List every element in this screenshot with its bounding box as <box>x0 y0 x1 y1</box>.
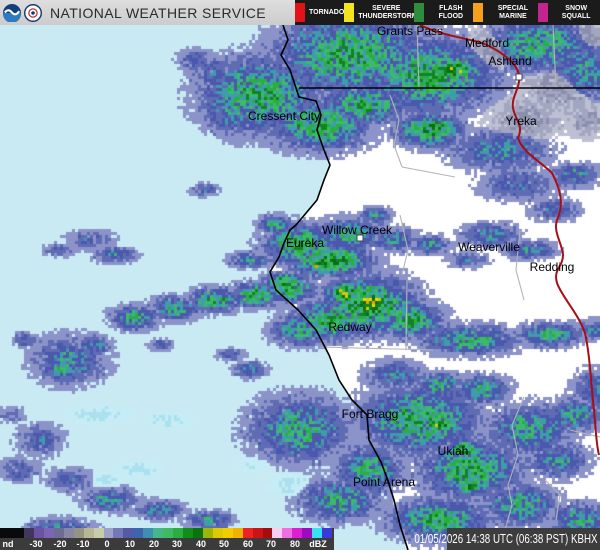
city-label-redway: Redway <box>328 320 372 334</box>
colorbar-segment <box>153 528 164 538</box>
commerce-seal-icon <box>24 3 42 22</box>
colorbar-strip <box>0 528 333 538</box>
legend-label: TORNADO <box>309 8 345 16</box>
colorbar-segment <box>322 528 333 538</box>
city-label-willow-creek: Willow Creek <box>321 223 393 237</box>
city-label-redding: Redding <box>529 260 575 274</box>
warning-legend: TORNADO SEVERE THUNDERSTORM FLASH FLOOD SPE… <box>295 0 600 25</box>
colorbar-segment <box>282 528 293 538</box>
legend-item-severe-thunderstorm: SEVERE THUNDERSTORM <box>344 3 418 22</box>
colorbar-segment <box>143 528 154 538</box>
colorbar-segment <box>133 528 144 538</box>
timestamp-label: 01/05/2026 14:38 UTC (06:38 PST) KBHX <box>414 532 598 546</box>
colorbar-segment <box>183 528 193 538</box>
colorbar-segment <box>272 528 283 538</box>
city-label-yreka: Yreka <box>505 114 537 128</box>
colorbar-segment <box>312 528 323 538</box>
city-label-cressent-city: Cressent City <box>247 109 321 123</box>
city-label-medford: Medford <box>464 36 510 50</box>
colorbar-segment <box>222 528 233 538</box>
colorbar-tick: 40 <box>195 539 207 549</box>
colorbar-segment <box>212 528 223 538</box>
legend-item-snow-squall: SNOW SQUALL <box>538 3 600 22</box>
colorbar-segment <box>242 528 253 538</box>
legend-label: SEVERE THUNDERSTORM <box>358 4 418 20</box>
colorbar-segment <box>292 528 303 538</box>
legend-swatch <box>344 3 355 22</box>
legend-item-tornado: TORNADO <box>295 3 344 22</box>
colorbar-segment <box>24 528 34 538</box>
legend-swatch <box>538 3 549 22</box>
colorbar-segment <box>73 528 84 538</box>
colorbar-tick: -20 <box>53 539 67 549</box>
city-label-fort-bragg: Fort Bragg <box>341 407 399 421</box>
colorbar-tick: 70 <box>265 539 277 549</box>
city-label-point-arena: Point Arena <box>352 475 416 489</box>
colorbar-segment <box>163 528 174 538</box>
colorbar-segment <box>103 528 114 538</box>
city-label-weaverville: Weaverville <box>458 240 520 254</box>
colorbar-segment <box>113 528 124 538</box>
colorbar-segment <box>33 528 44 538</box>
city-label-ashland: Ashland <box>488 54 532 68</box>
colorbar-tick: -30 <box>29 539 43 549</box>
legend-swatch <box>295 3 305 22</box>
legend-label: FLASH FLOOD <box>438 4 464 20</box>
colorbar-segment <box>63 528 74 538</box>
noaa-logo-icon <box>3 3 21 22</box>
colorbar-segment <box>173 528 183 538</box>
colorbar-nd-segment <box>0 528 24 538</box>
colorbar-segment <box>123 528 134 538</box>
legend-swatch <box>414 3 425 22</box>
colorbar-tick: 30 <box>171 539 183 549</box>
colorbar: nd -30 -20 -10 0 10 20 30 40 50 60 70 80 dBZ <box>0 528 334 550</box>
colorbar-segment <box>232 528 243 538</box>
colorbar-tick: 80 <box>289 539 301 549</box>
colorbar-segment <box>202 528 213 538</box>
radar-map: Grants Pass Medford Ashland Cressent City Yr… <box>0 24 600 550</box>
city-label-grants-pass: Grants Pass <box>376 24 444 38</box>
colorbar-tick: 50 <box>218 539 230 549</box>
colorbar-segment <box>252 528 263 538</box>
legend-swatch <box>473 3 484 22</box>
colorbar-segment <box>302 528 313 538</box>
agency-title: NATIONAL WEATHER SERVICE <box>50 4 267 21</box>
colorbar-tick: 0 <box>104 539 110 549</box>
colorbar-segment <box>192 528 203 538</box>
colorbar-segment <box>53 528 64 538</box>
colorbar-tick: 20 <box>148 539 160 549</box>
colorbar-segment <box>262 528 273 538</box>
radar-canvas[interactable] <box>0 25 600 550</box>
legend-item-flash-flood: FLASH FLOOD <box>414 3 473 22</box>
colorbar-segment <box>83 528 94 538</box>
legend-label: SPECIAL MARINE <box>497 4 529 20</box>
colorbar-tick: nd <box>2 539 14 549</box>
colorbar-segment <box>93 528 104 538</box>
city-label-eureka: Eureka <box>285 236 325 250</box>
colorbar-segment <box>43 528 54 538</box>
legend-label: SNOW SQUALL <box>561 4 591 20</box>
status-bar: 01/05/2026 14:38 UTC (06:38 PST) KBHX <box>414 528 600 550</box>
colorbar-tick: 60 <box>242 539 254 549</box>
colorbar-tick: 10 <box>124 539 136 549</box>
legend-item-special-marine: SPECIAL MARINE <box>473 3 538 22</box>
colorbar-tick: dBZ <box>309 539 327 549</box>
city-label-ukiah: Ukiah <box>437 444 469 458</box>
city-marker <box>515 73 523 81</box>
colorbar-tick: -10 <box>76 539 90 549</box>
